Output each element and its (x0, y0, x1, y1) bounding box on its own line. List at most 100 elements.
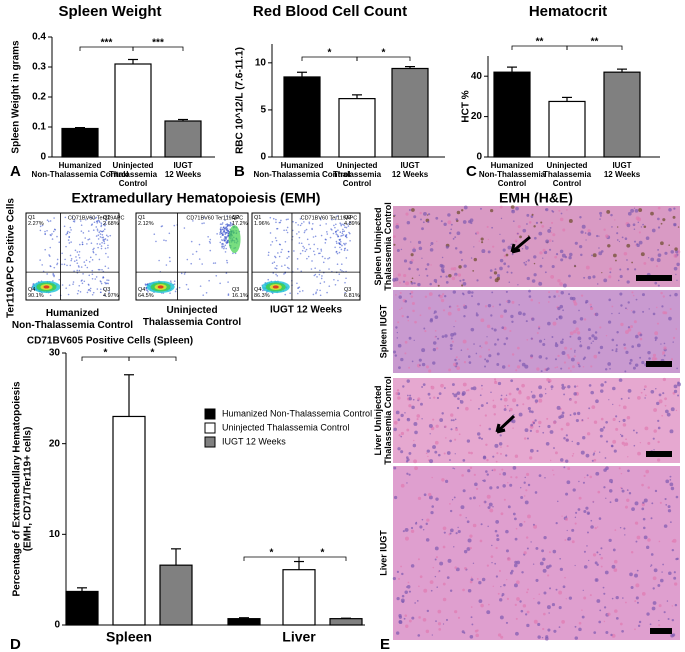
event-dot (223, 246, 226, 248)
tissue-cell (614, 498, 619, 502)
tissue-cell (556, 306, 558, 309)
event-dot (336, 215, 339, 217)
tissue-cell (393, 214, 396, 217)
tissue-cell (596, 551, 599, 554)
tissue-cell (603, 592, 606, 595)
tissue-cell (458, 358, 460, 361)
tissue-cell (658, 624, 661, 627)
text-line: Non-Thalassemia (479, 170, 546, 179)
tissue-cell (670, 486, 675, 491)
text-line: Humanized (59, 161, 102, 170)
tissue-cell (451, 499, 454, 501)
event-dot (339, 231, 342, 234)
event-dot (84, 264, 87, 267)
tissue-cell (503, 397, 508, 402)
tissue-cell (496, 486, 500, 489)
tissue-cell (634, 521, 639, 525)
event-dot (315, 291, 318, 293)
event-dot (312, 236, 315, 238)
event-dot (68, 236, 71, 239)
tissue-cell (434, 315, 439, 320)
tissue-cell (529, 221, 531, 224)
tissue-cell (408, 366, 411, 369)
tissue-cell (406, 394, 409, 397)
event-dot (107, 246, 109, 249)
event-dot (198, 258, 201, 260)
tissue-cell (436, 347, 439, 350)
tissue-cell (628, 492, 632, 495)
tissue-cell (450, 332, 454, 337)
tissue-cell (582, 481, 585, 484)
tissue-cell (449, 589, 453, 592)
tissue-cell (565, 517, 568, 521)
tissue-cell (673, 223, 677, 226)
event-dot (108, 291, 110, 293)
tissue-cell (553, 473, 555, 476)
event-dot (300, 222, 303, 225)
event-dot (286, 226, 289, 229)
tissue-cell (668, 244, 670, 246)
tissue-cell (469, 580, 473, 584)
tissue-cell (400, 565, 402, 568)
tissue-cell (480, 523, 483, 526)
tissue-cell (484, 414, 487, 417)
event-dot (88, 238, 91, 240)
tissue-cell (622, 418, 626, 422)
event-dot (190, 240, 193, 243)
tissue-cell (450, 419, 453, 422)
tissue-cell (445, 281, 449, 284)
tissue-cell (431, 476, 433, 479)
arrow (510, 235, 531, 254)
tissue-cell (563, 436, 566, 440)
tissue-cell (509, 483, 513, 487)
tissue-cell (561, 620, 565, 624)
tissue-cell (524, 495, 526, 497)
event-dot (323, 281, 326, 283)
tissue-cell (477, 407, 480, 410)
tissue-cell (488, 427, 491, 431)
tissue-cell (507, 404, 509, 407)
tissue-cell (472, 386, 477, 391)
event-dot (65, 245, 67, 248)
tissue-cell (632, 223, 636, 227)
tissue-cell (669, 482, 674, 487)
event-dot (91, 277, 94, 280)
x-tick-label: Humanized Non-Thalassemia Control (32, 161, 129, 179)
event-dot (221, 246, 223, 249)
event-dot (104, 265, 107, 268)
tissue-cell (435, 620, 437, 622)
tissue-cell (396, 337, 399, 339)
tissue-cell (467, 290, 471, 295)
event-dot (209, 238, 212, 241)
tissue-cell (621, 629, 624, 633)
tissue-cell (486, 336, 488, 338)
tissue-cell (511, 320, 514, 323)
event-dot (51, 238, 54, 240)
tissue-cell (547, 424, 551, 429)
event-dot (102, 288, 105, 290)
tissue-cell (597, 490, 601, 494)
tissue-cell (499, 615, 504, 620)
tissue-cell (492, 399, 495, 402)
event-dot (169, 260, 171, 263)
text-line: Q4 (254, 287, 261, 293)
tissue-cell (507, 245, 512, 250)
event-dot (341, 244, 343, 247)
tissue-cell (599, 218, 601, 220)
tissue-cell (558, 209, 561, 212)
event-dot (95, 253, 97, 256)
y-tick-label: 30 (49, 348, 61, 359)
tissue-cell (511, 300, 515, 304)
tissue-cell (499, 452, 502, 455)
tissue-cell (433, 396, 436, 399)
quadrant-label: Q1 2.12% (138, 215, 154, 227)
tissue-cell (500, 635, 504, 639)
quadrant-label: Q2 17.2% (232, 215, 248, 227)
tissue-cell (434, 546, 439, 551)
event-dot (68, 284, 71, 286)
tissue-cell (620, 434, 624, 438)
event-dot (93, 247, 95, 250)
tissue-cell (406, 428, 410, 432)
text-line: 4.89% (344, 221, 360, 227)
tissue-cell (514, 603, 517, 607)
